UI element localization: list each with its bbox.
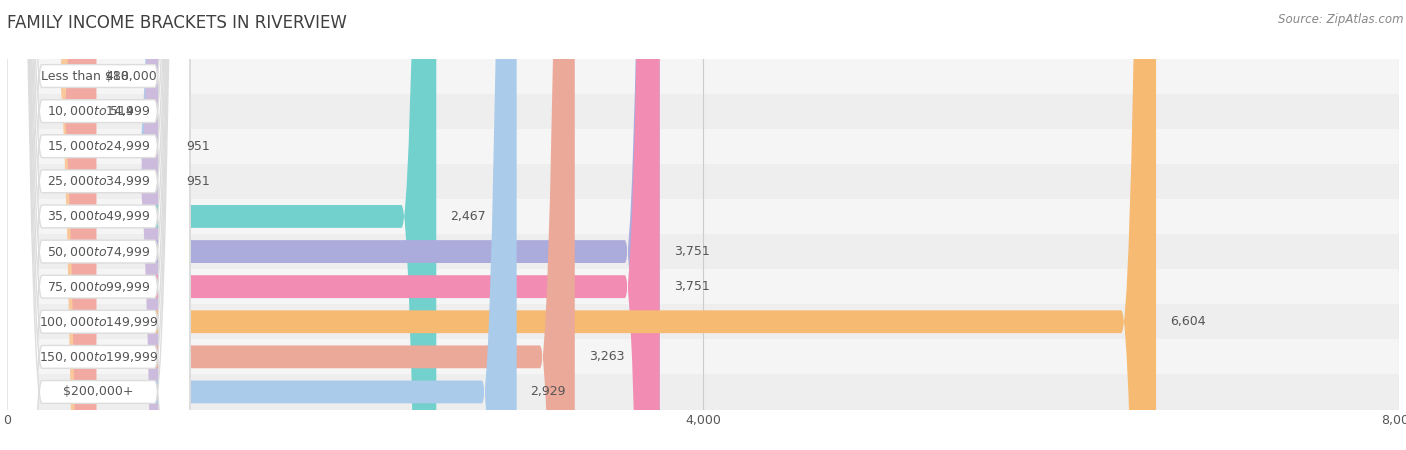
FancyBboxPatch shape	[7, 0, 97, 450]
FancyBboxPatch shape	[7, 0, 173, 450]
Text: $10,000 to $14,999: $10,000 to $14,999	[46, 104, 150, 118]
FancyBboxPatch shape	[7, 0, 516, 450]
Text: $100,000 to $149,999: $100,000 to $149,999	[39, 315, 157, 329]
Text: $15,000 to $24,999: $15,000 to $24,999	[46, 139, 150, 153]
Text: 3,751: 3,751	[673, 280, 710, 293]
FancyBboxPatch shape	[7, 94, 1399, 129]
FancyBboxPatch shape	[7, 129, 1399, 164]
FancyBboxPatch shape	[7, 0, 436, 450]
Text: $25,000 to $34,999: $25,000 to $34,999	[46, 174, 150, 189]
Text: Less than $10,000: Less than $10,000	[41, 70, 156, 82]
FancyBboxPatch shape	[7, 269, 1399, 304]
Text: $200,000+: $200,000+	[63, 386, 134, 398]
Text: 3,263: 3,263	[589, 351, 624, 363]
FancyBboxPatch shape	[7, 234, 1399, 269]
Text: 951: 951	[187, 175, 209, 188]
FancyBboxPatch shape	[7, 0, 190, 450]
FancyBboxPatch shape	[7, 58, 1399, 94]
FancyBboxPatch shape	[7, 0, 659, 450]
Text: Source: ZipAtlas.com: Source: ZipAtlas.com	[1278, 14, 1403, 27]
Text: 951: 951	[187, 140, 209, 153]
FancyBboxPatch shape	[7, 0, 190, 450]
Text: 6,604: 6,604	[1170, 315, 1205, 328]
FancyBboxPatch shape	[7, 0, 190, 450]
FancyBboxPatch shape	[7, 0, 190, 450]
FancyBboxPatch shape	[7, 0, 190, 450]
Text: $75,000 to $99,999: $75,000 to $99,999	[46, 279, 150, 294]
Text: $50,000 to $74,999: $50,000 to $74,999	[46, 244, 150, 259]
FancyBboxPatch shape	[7, 0, 173, 450]
FancyBboxPatch shape	[7, 0, 190, 450]
FancyBboxPatch shape	[7, 0, 190, 450]
FancyBboxPatch shape	[7, 164, 1399, 199]
FancyBboxPatch shape	[7, 0, 1156, 450]
FancyBboxPatch shape	[7, 304, 1399, 339]
Text: 2,467: 2,467	[450, 210, 486, 223]
FancyBboxPatch shape	[7, 339, 1399, 374]
FancyBboxPatch shape	[7, 0, 91, 450]
FancyBboxPatch shape	[7, 0, 190, 450]
Text: 2,929: 2,929	[530, 386, 567, 398]
FancyBboxPatch shape	[7, 0, 575, 450]
Text: 514: 514	[111, 105, 134, 117]
Text: 488: 488	[105, 70, 129, 82]
FancyBboxPatch shape	[7, 0, 659, 450]
Text: $150,000 to $199,999: $150,000 to $199,999	[39, 350, 157, 364]
Text: $35,000 to $49,999: $35,000 to $49,999	[46, 209, 150, 224]
FancyBboxPatch shape	[7, 199, 1399, 234]
Text: 3,751: 3,751	[673, 245, 710, 258]
FancyBboxPatch shape	[7, 0, 190, 450]
Text: FAMILY INCOME BRACKETS IN RIVERVIEW: FAMILY INCOME BRACKETS IN RIVERVIEW	[7, 14, 347, 32]
FancyBboxPatch shape	[7, 0, 190, 450]
FancyBboxPatch shape	[7, 374, 1399, 410]
